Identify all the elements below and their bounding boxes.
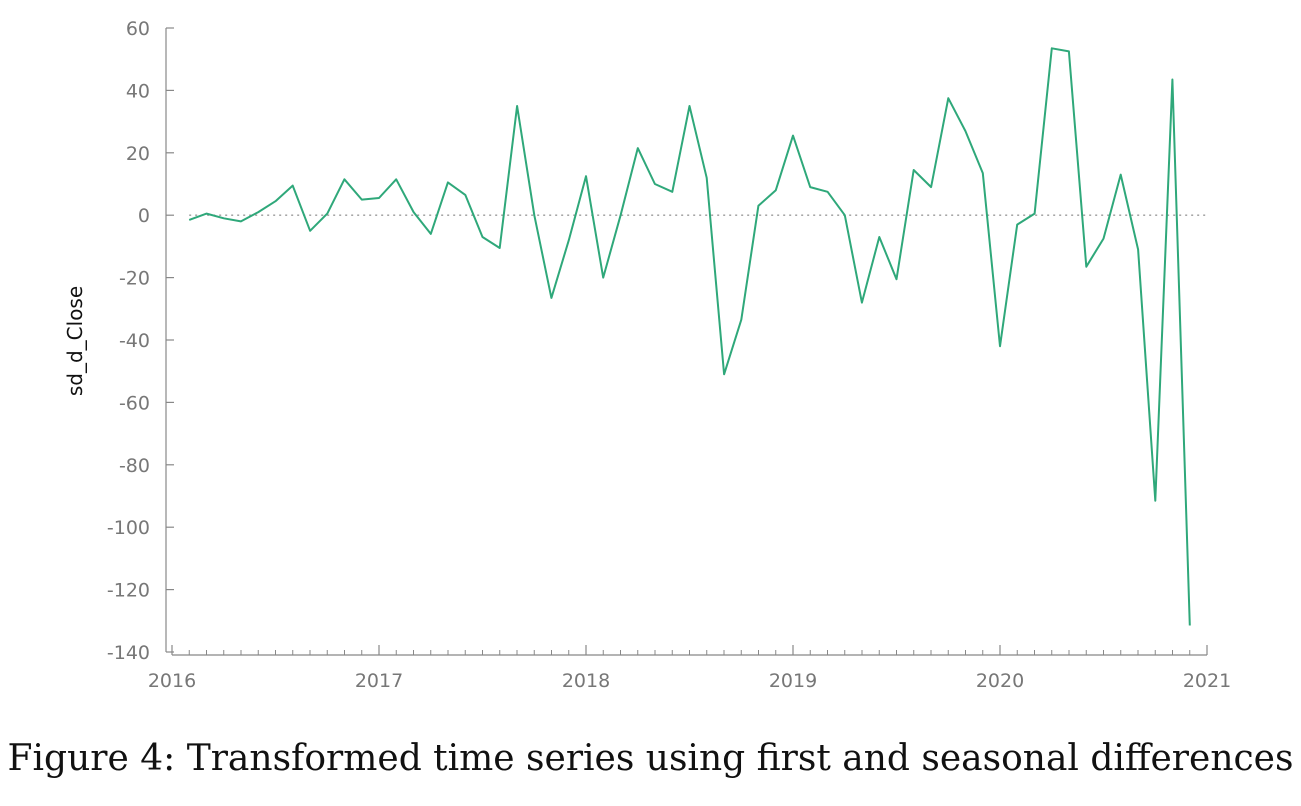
data-point — [551, 297, 553, 299]
data-point — [930, 186, 932, 188]
y-tick-label: 40 — [126, 80, 150, 102]
data-point — [482, 236, 484, 238]
line-chart: 60 40 20 0 -20 -40 -60 -80 -100 -120 -140 2016 2017 2… — [63, 18, 1231, 692]
data-point — [896, 278, 898, 280]
data-point — [240, 221, 242, 223]
data-point — [740, 319, 742, 321]
data-point — [206, 213, 208, 215]
data-point — [309, 230, 311, 232]
data-point — [1189, 625, 1191, 627]
data-point — [533, 214, 535, 216]
data-point — [188, 219, 190, 221]
data-point — [792, 135, 794, 137]
data-point — [844, 214, 846, 216]
data-point — [585, 175, 587, 177]
data-point — [827, 191, 829, 193]
data-point — [775, 189, 777, 191]
data-point — [602, 277, 604, 279]
data-point — [499, 247, 501, 249]
x-tick-label: 2020 — [976, 670, 1024, 692]
data-point — [723, 374, 725, 376]
data-point — [361, 199, 363, 201]
data-point — [1137, 249, 1139, 251]
data-point — [258, 211, 260, 213]
data-point — [620, 214, 622, 216]
data-point — [430, 233, 432, 235]
data-point — [1120, 174, 1122, 176]
data-point — [706, 177, 708, 179]
data-point — [1051, 47, 1053, 49]
data-point — [326, 213, 328, 215]
x-tick-label: 2021 — [1183, 670, 1231, 692]
data-point — [223, 218, 225, 220]
data-point — [965, 130, 967, 132]
data-point — [689, 105, 691, 107]
data-point — [275, 200, 277, 202]
data-point — [809, 186, 811, 188]
y-tick-label: 60 — [126, 18, 150, 40]
data-point — [378, 197, 380, 199]
data-point — [344, 179, 346, 181]
y-tick-label: -40 — [119, 330, 150, 352]
data-point — [568, 239, 570, 241]
data-point — [1068, 51, 1070, 53]
data-point — [861, 302, 863, 304]
x-tick-label: 2018 — [562, 670, 610, 692]
y-axis-label: sd_d_Close — [63, 286, 87, 396]
figure-caption: Figure 4: Transformed time series using … — [7, 738, 1294, 779]
data-point — [654, 183, 656, 185]
data-point — [913, 169, 915, 171]
data-point — [413, 211, 415, 213]
data-point — [758, 205, 760, 207]
data-point — [637, 147, 639, 149]
y-tick-label: -80 — [119, 455, 150, 477]
x-tick-label: 2017 — [355, 670, 403, 692]
data-point — [1086, 266, 1088, 268]
x-tick-label: 2019 — [769, 670, 817, 692]
data-point — [447, 182, 449, 184]
data-point — [1016, 224, 1018, 226]
data-point — [982, 172, 984, 174]
data-point — [1172, 79, 1174, 81]
y-tick-label: -100 — [107, 517, 150, 539]
data-point — [672, 191, 674, 193]
x-tick-label: 2016 — [148, 670, 196, 692]
data-point — [947, 97, 949, 99]
data-point — [465, 194, 467, 196]
data-point — [1103, 238, 1105, 240]
y-tick-label: 0 — [138, 205, 150, 227]
data-point — [1034, 213, 1036, 215]
data-point — [1154, 500, 1156, 502]
data-point — [292, 185, 294, 187]
y-tick-label: -60 — [119, 392, 150, 414]
y-tick-label: 20 — [126, 143, 150, 165]
data-point — [516, 105, 518, 107]
y-tick-label: -20 — [119, 268, 150, 290]
data-point — [999, 345, 1001, 347]
y-tick-label: -140 — [107, 642, 150, 664]
series-line — [188, 47, 1191, 626]
data-point — [879, 236, 881, 238]
y-tick-label: -120 — [107, 580, 150, 602]
data-point — [395, 179, 397, 181]
